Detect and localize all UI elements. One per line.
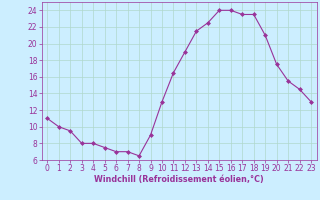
X-axis label: Windchill (Refroidissement éolien,°C): Windchill (Refroidissement éolien,°C): [94, 175, 264, 184]
